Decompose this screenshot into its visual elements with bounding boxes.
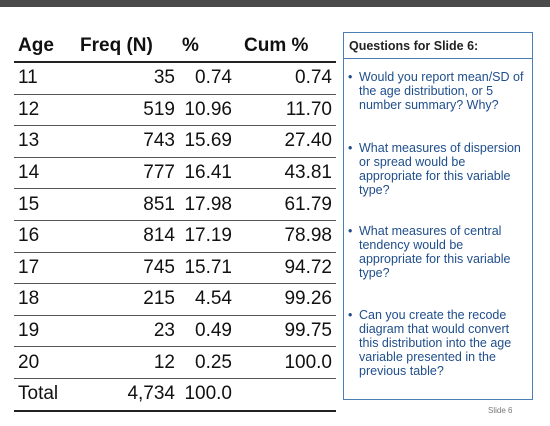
header-age: Age <box>18 35 54 56</box>
cell-age: 20 <box>18 351 40 373</box>
cell-age: 16 <box>18 225 40 247</box>
cell-total-label: Total <box>18 383 59 405</box>
cell-cum: 43.81 <box>284 162 332 184</box>
cell-freq: 851 <box>143 193 175 215</box>
question-text: Would you report mean/SD of the age dist… <box>359 70 524 112</box>
table-row: 20 12 0.25 100.0 <box>14 347 336 379</box>
question-text: Can you create the recode diagram that w… <box>359 308 512 378</box>
cell-freq: 215 <box>143 288 175 310</box>
cell-pct: 0.74 <box>195 67 232 89</box>
header-pct: % <box>182 35 199 56</box>
slide-number: Slide 6 <box>488 406 513 415</box>
table-row: 14 777 16.41 43.81 <box>14 158 336 190</box>
table-row: 11 35 0.74 0.74 <box>14 63 336 95</box>
question-text: What measures of dispersion or spread wo… <box>359 141 521 197</box>
cell-age: 19 <box>18 320 40 342</box>
questions-title: Questions for Slide 6: <box>344 33 532 59</box>
cell-freq: 814 <box>143 225 175 247</box>
header-cum: Cum % <box>244 35 309 56</box>
cell-total-freq: 4,734 <box>127 383 175 405</box>
cell-age: 17 <box>18 256 40 278</box>
cell-freq: 777 <box>143 162 175 184</box>
cell-cum: 11.70 <box>285 98 332 120</box>
cell-freq: 23 <box>153 320 175 342</box>
cell-pct: 17.19 <box>184 225 232 247</box>
table-row: 15 851 17.98 61.79 <box>14 189 336 221</box>
cell-cum: 94.72 <box>284 256 332 278</box>
question-item: • What measures of dispersion or spread … <box>348 141 528 197</box>
cell-cum: 99.26 <box>284 288 332 310</box>
cell-pct: 16.41 <box>184 162 232 184</box>
cell-age: 15 <box>18 193 40 215</box>
cell-age: 14 <box>18 162 40 184</box>
table-row: 16 814 17.19 78.98 <box>14 221 336 253</box>
bullet-icon: • <box>348 141 353 155</box>
cell-cum: 100.0 <box>284 351 332 373</box>
cell-freq: 35 <box>153 67 175 89</box>
cell-cum: 27.40 <box>284 130 332 152</box>
cell-cum: 0.74 <box>295 67 332 89</box>
cell-pct: 15.69 <box>184 130 232 152</box>
bullet-icon: • <box>348 224 353 238</box>
question-item: • Can you create the recode diagram that… <box>348 308 528 378</box>
table-row: 13 743 15.69 27.40 <box>14 126 336 158</box>
table-header-row: Age Freq (N) % Cum % <box>14 31 336 63</box>
table-total-row: Total 4,734 100.0 <box>14 379 336 412</box>
cell-age: 18 <box>18 288 40 310</box>
cell-freq: 743 <box>143 130 175 152</box>
cell-freq: 519 <box>143 98 175 120</box>
cell-age: 12 <box>18 98 40 120</box>
top-bar <box>0 0 550 7</box>
frequency-table: Age Freq (N) % Cum % 11 35 0.74 0.74 12 … <box>14 31 336 412</box>
cell-freq: 745 <box>143 256 175 278</box>
cell-pct: 0.49 <box>195 320 232 342</box>
questions-box: Questions for Slide 6: • Would you repor… <box>343 32 533 400</box>
cell-pct: 4.54 <box>195 288 232 310</box>
table-row: 19 23 0.49 99.75 <box>14 316 336 348</box>
cell-pct: 17.98 <box>184 193 232 215</box>
cell-cum: 78.98 <box>284 225 332 247</box>
bullet-icon: • <box>348 70 353 84</box>
cell-freq: 12 <box>153 351 175 373</box>
bullet-icon: • <box>348 308 353 322</box>
header-freq: Freq (N) <box>80 35 153 56</box>
table-row: 17 745 15.71 94.72 <box>14 253 336 285</box>
cell-pct: 10.96 <box>184 98 232 120</box>
table-row: 12 519 10.96 11.70 <box>14 95 336 127</box>
cell-total-pct: 100.0 <box>184 383 232 405</box>
table-row: 18 215 4.54 99.26 <box>14 284 336 316</box>
cell-cum: 61.79 <box>284 193 332 215</box>
cell-pct: 15.71 <box>184 256 232 278</box>
question-item: • Would you report mean/SD of the age di… <box>348 70 528 112</box>
question-text: What measures of central tendency would … <box>359 224 511 280</box>
cell-age: 11 <box>18 67 38 89</box>
cell-pct: 0.25 <box>195 351 232 373</box>
cell-cum: 99.75 <box>284 320 332 342</box>
question-item: • What measures of central tendency woul… <box>348 224 528 280</box>
cell-age: 13 <box>18 130 40 152</box>
